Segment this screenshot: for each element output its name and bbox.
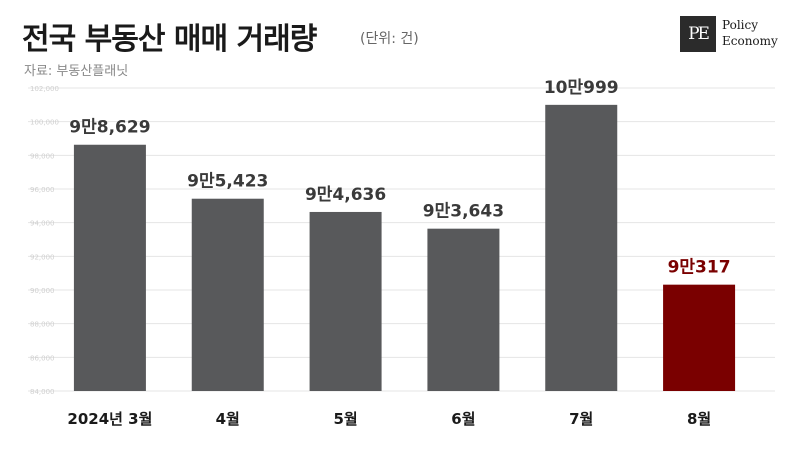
value-label-6: 9만317 [668,258,731,278]
category-label-3: 5월 [333,410,357,428]
bar-6 [663,284,736,391]
bars [73,104,736,392]
logo-text: Policy Economy [722,17,778,49]
value-label-1: 9만8,629 [69,118,150,138]
category-label-6: 8월 [687,410,711,428]
y-tick-label: 96,000 [30,186,55,194]
bar-2 [191,198,264,391]
bar-3 [309,211,382,391]
logo-line-2: Economy [722,34,778,48]
y-tick-label: 94,000 [30,220,55,228]
value-label-2: 9만5,423 [187,172,268,192]
chart-title: 전국 부동산 매매 거래량 [22,22,317,57]
bar-1 [73,144,146,391]
category-label-5: 7월 [569,410,593,428]
value-label-3: 9만4,636 [305,185,386,205]
y-tick-label: 100,000 [30,119,59,127]
bar-5 [545,104,618,392]
source-label: 자료: 부동산플래닛 [24,64,129,79]
y-tick-label: 92,000 [30,253,55,261]
y-tick-label: 90,000 [30,287,55,295]
value-label-4: 9만3,643 [423,202,504,222]
logo-line-1: Policy [722,18,758,32]
bar-4 [427,228,500,391]
y-tick-label: 86,000 [30,354,55,362]
category-labels: 2024년 3월 4월 5월 6월 7월 8월 [67,410,711,428]
category-label-4: 6월 [451,410,475,428]
value-label-5: 10만999 [544,78,619,98]
publisher-logo: PE Policy Economy [680,16,780,52]
unit-label: (단위: 건) [360,31,419,47]
data-labels: 9만8,629 9만5,423 9만4,636 9만3,643 10만999 9만317 [69,78,730,278]
gridlines: 84,000 86,000 88,000 90,000 92,000 94,000 96,0… [28,85,775,396]
category-label-1: 2024년 3월 [67,410,152,428]
y-tick-label: 102,000 [30,85,59,93]
category-label-2: 4월 [216,410,240,428]
y-tick-label: 84,000 [30,388,55,396]
y-tick-label: 88,000 [30,321,55,329]
logo-mark: PE [680,16,716,52]
y-tick-label: 98,000 [30,152,55,160]
